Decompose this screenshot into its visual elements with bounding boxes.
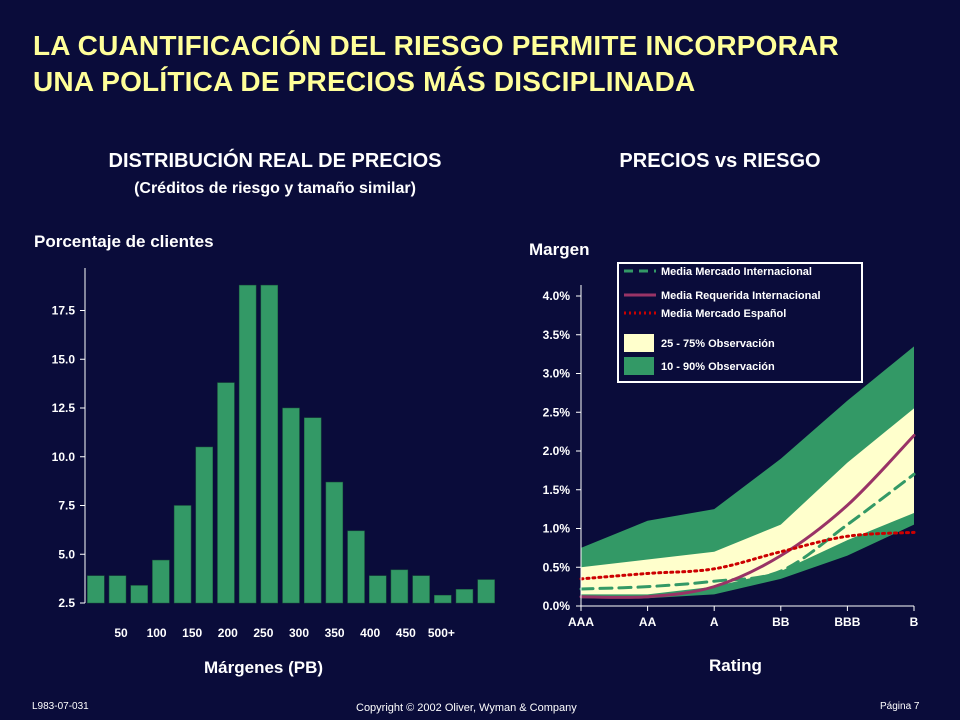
histogram-bar — [260, 284, 279, 604]
histogram-x-tick-label: 50 — [114, 626, 128, 640]
title-line-2: UNA POLÍTICA DE PRECIOS MÁS DISCIPLINADA — [33, 66, 696, 97]
histogram-x-tick-label: 200 — [218, 626, 238, 640]
histogram-y-tick-label: 17.5 — [52, 304, 76, 318]
histogram-bar — [217, 382, 235, 604]
histogram-x-tick-label: 450 — [396, 626, 416, 640]
histogram-bar — [173, 505, 192, 604]
legend-media-mercado-internacional-label: Media Mercado Internacional — [661, 266, 812, 278]
histogram-bar — [369, 575, 387, 604]
histogram-title: DISTRIBUCIÓN REAL DE PRECIOS — [108, 150, 442, 172]
histogram-x-tick-label: 150 — [182, 626, 202, 640]
histogram-x-tick-label: 100 — [147, 626, 167, 640]
histogram-x-tick-label: 500+ — [428, 626, 455, 640]
histogram-x-tick-label: 400 — [360, 626, 380, 640]
histogram-bar — [325, 481, 344, 604]
legend-media-requerida-internacional-label: Media Requerida Internacional — [661, 290, 821, 302]
risk-chart-title: PRECIOS vs RIESGO — [619, 150, 821, 172]
histogram-bar — [434, 594, 452, 604]
histogram-y-tick-label: 2.5 — [58, 596, 75, 610]
risk-chart-x-tick-label: A — [710, 615, 719, 629]
legend-band-25-75-label: 25 - 75% Observación — [661, 338, 775, 350]
risk-chart-y-tick-label: 3.0% — [543, 367, 571, 381]
histogram-x-tick-label: 350 — [325, 626, 345, 640]
histogram-x-tick-label: 300 — [289, 626, 309, 640]
footer-copyright: Copyright © 2002 Oliver, Wyman & Company — [356, 702, 577, 714]
risk-chart-x-label: Rating — [709, 656, 762, 675]
risk-chart-y-tick-label: 1.5% — [543, 483, 571, 497]
band-25-75 — [581, 408, 914, 595]
histogram-y-label: Porcentaje de clientes — [34, 232, 214, 251]
histogram-bar — [455, 589, 474, 604]
legend-band-10-90-swatch — [624, 357, 654, 375]
page-title: LA CUANTIFICACIÓN DEL RIESGO PERMITE INC… — [33, 28, 913, 100]
histogram-bar — [238, 284, 257, 604]
legend-band-25-75-swatch — [624, 334, 654, 352]
risk-chart-x-tick-label: B — [910, 615, 919, 629]
legend-band-10-90-label: 10 - 90% Observación — [661, 361, 775, 373]
risk-chart-y-label: Margen — [529, 240, 590, 259]
risk-chart-y-tick-label: 0.0% — [543, 599, 571, 613]
risk-chart-y-tick-label: 2.5% — [543, 405, 571, 419]
risk-chart-y-tick-label: 1.0% — [543, 522, 571, 536]
legend-media-mercado-espanol-label: Media Mercado Español — [661, 308, 786, 320]
series-media-mercado-espanol — [579, 530, 916, 581]
series-media-requerida-internacional — [579, 434, 916, 599]
risk-chart-x-tick-label: BB — [772, 615, 790, 629]
risk-chart-y-tick-label: 3.5% — [543, 328, 571, 342]
risk-chart-y-tick-label: 0.5% — [543, 560, 571, 574]
histogram-y-tick-label: 10.0 — [52, 450, 76, 464]
histogram-x-label: Márgenes (PB) — [204, 658, 324, 677]
risk-chart-y-tick-label: 2.0% — [543, 444, 571, 458]
risk-chart-x-tick-label: AA — [639, 615, 657, 629]
histogram-bar — [282, 407, 300, 604]
histogram-bar — [130, 585, 148, 604]
histogram-y-tick-label: 12.5 — [52, 401, 76, 415]
histogram-bar — [477, 579, 495, 604]
title-line-1: LA CUANTIFICACIÓN DEL RIESGO PERMITE INC… — [33, 30, 839, 61]
risk-chart-x-tick-label: BBB — [834, 615, 860, 629]
histogram-x-tick-label: 250 — [253, 626, 273, 640]
histogram-bar — [152, 559, 170, 604]
histogram-bar — [390, 569, 409, 604]
footer-page: Página 7 — [880, 701, 920, 712]
footer-code: L983-07-031 — [32, 701, 89, 712]
histogram-subtitle: (Créditos de riesgo y tamaño similar) — [134, 180, 416, 197]
risk-chart-x-tick-label: AAA — [568, 615, 594, 629]
histogram-bar — [87, 575, 105, 604]
risk-chart-y-tick-label: 4.0% — [543, 289, 571, 303]
series-media-mercado-internacional — [579, 472, 916, 591]
histogram-bar — [347, 530, 365, 604]
histogram-bar — [303, 417, 322, 604]
histogram-bar — [412, 575, 430, 604]
histogram-y-tick-label: 7.5 — [58, 499, 75, 513]
histogram-y-tick-label: 15.0 — [52, 352, 76, 366]
histogram-y-tick-label: 5.0 — [58, 547, 75, 561]
histogram-bar — [108, 575, 127, 604]
legend-inner — [619, 264, 861, 381]
histogram-bar — [195, 446, 213, 604]
